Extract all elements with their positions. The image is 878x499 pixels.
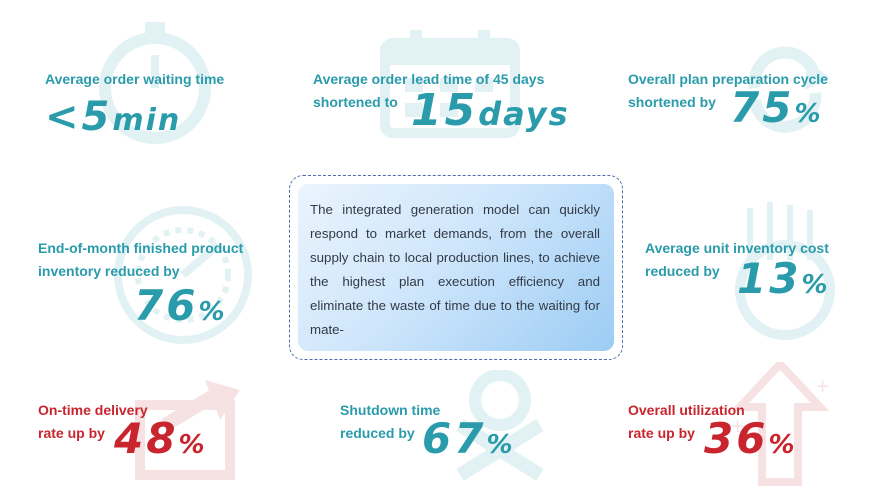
- metric-plan-cycle: Overall plan preparation cycle shortened…: [628, 68, 828, 129]
- metric-label-line2: shortened to: [313, 94, 398, 110]
- value-number: 76: [134, 281, 199, 330]
- center-description-panel: [298, 184, 614, 351]
- value-number: 75: [730, 83, 795, 132]
- metric-label-line2: reduced by: [645, 263, 720, 279]
- value-number: 36: [704, 414, 769, 463]
- metric-label-line1: End-of-month finished product: [38, 240, 244, 256]
- metric-value: <5min: [45, 97, 224, 137]
- svg-text:+: +: [730, 416, 745, 437]
- value-unit: %: [178, 430, 207, 460]
- metric-label-line2: rate up by: [38, 425, 105, 441]
- metric-label-line2: reduced by: [340, 425, 415, 441]
- metric-waiting: Average order waiting time <5min: [45, 68, 224, 137]
- metric-shutdown-time: Shutdown time reduced by 67%: [340, 399, 513, 460]
- value-number: 48: [114, 414, 179, 463]
- metric-label-line2: inventory reduced by: [38, 263, 180, 279]
- metric-label-line1: On-time delivery: [38, 402, 148, 418]
- value-unit: %: [198, 297, 227, 327]
- value-number: 67: [422, 414, 487, 463]
- wrench-icon: [456, 370, 544, 481]
- metric-label-line1: Overall plan preparation cycle: [628, 71, 828, 87]
- metric-value: 36%: [704, 418, 797, 460]
- coins-icon: [735, 202, 835, 340]
- metric-label-line1: Shutdown time: [340, 402, 441, 418]
- value-unit: days: [478, 95, 570, 133]
- metric-unit-inventory-cost: Average unit inventory cost reduced by 1…: [645, 237, 829, 300]
- value-number: 13: [737, 254, 802, 303]
- metric-on-time-delivery: On-time delivery rate up by 48%: [38, 399, 205, 460]
- metric-label-line2: rate up by: [628, 425, 695, 441]
- metric-value: 13%: [737, 258, 830, 300]
- delivery-arrow-icon: [135, 380, 240, 480]
- value-number: <5: [45, 94, 113, 140]
- metric-value: 76%: [134, 285, 243, 327]
- metric-value: 15days: [411, 89, 570, 133]
- metric-label-line1: Average order lead time of 45 days: [313, 71, 545, 87]
- metric-lead-time: Average order lead time of 45 days short…: [313, 68, 568, 133]
- value-number: 15: [411, 85, 479, 136]
- metric-label-line1: Overall utilization: [628, 402, 745, 418]
- growth-arrow-icon: + +: [730, 362, 830, 486]
- value-unit: %: [801, 270, 830, 300]
- metric-value: 67%: [422, 418, 515, 460]
- center-description-text: The integrated generation model can quic…: [310, 202, 600, 337]
- metric-label-line2: shortened by: [628, 94, 716, 110]
- value-unit: %: [768, 430, 797, 460]
- metric-utilization: Overall utilization rate up by 36%: [628, 399, 795, 460]
- metric-finished-inventory: End-of-month finished product inventory …: [38, 237, 243, 327]
- value-unit: %: [486, 430, 515, 460]
- stopwatch-icon: [99, 22, 211, 144]
- metric-value: 75%: [730, 87, 823, 129]
- metric-label: Average order waiting time: [45, 71, 225, 87]
- calendar-icon: [380, 30, 520, 138]
- value-unit: %: [794, 99, 823, 129]
- cycle-arrows-icon: [748, 46, 830, 133]
- value-unit: min: [112, 103, 182, 138]
- center-description-box: The integrated generation model can quic…: [289, 175, 623, 360]
- svg-text:+: +: [815, 376, 830, 397]
- metric-value: 48%: [114, 418, 207, 460]
- metric-label-line1: Average unit inventory cost: [645, 240, 829, 256]
- gauge-icon: [114, 206, 252, 344]
